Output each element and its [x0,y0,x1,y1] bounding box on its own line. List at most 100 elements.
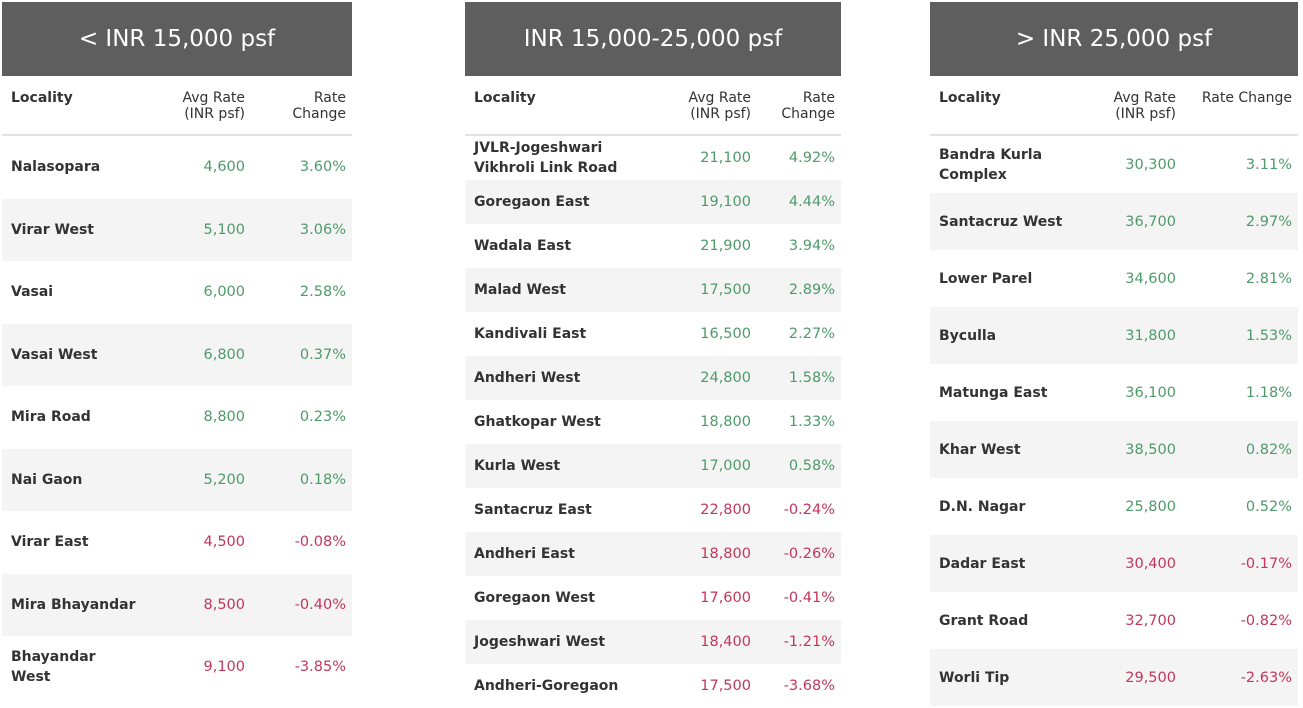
column-header-rate-change: Rate Change [292,90,346,122]
avg-rate: 18,800 [700,546,751,562]
table-row: Virar West 5,100 3.06% [2,198,352,261]
rate-change: 0.58% [788,458,835,474]
locality-name: Worli Tip [939,669,1010,686]
column-header-avg-rate: Avg Rate (INR psf) [1113,90,1176,122]
rate-change: 1.33% [788,414,835,430]
rate-change: 3.06% [299,221,346,238]
rate-change: -0.17% [1240,555,1292,572]
avg-rate: 16,500 [700,326,751,342]
locality-name: Andheri East [474,546,575,562]
avg-rate: 30,400 [1125,555,1176,572]
avg-rate: 29,500 [1125,669,1176,686]
table-row: Wadala East 21,900 3.94% [465,224,841,268]
avg-rate: 19,100 [700,194,751,210]
avg-rate: 6,800 [203,346,245,363]
locality-name: Dadar East [939,555,1026,572]
column-header-locality: Locality [939,90,1001,106]
rate-change: 2.27% [788,326,835,342]
table-row: Mira Road 8,800 0.23% [2,386,352,449]
locality-name: Byculla [939,327,997,344]
rate-change: 3.94% [788,238,835,254]
avg-rate: 21,100 [700,150,751,166]
avg-rate: 17,500 [700,678,751,694]
avg-rate: 4,500 [203,534,245,551]
column-header-rate-change: Rate Change [781,90,835,122]
price-band-panel: INR 15,000-25,000 psf Locality Avg Rate … [465,2,841,708]
table-row: Worli Tip 29,500 -2.63% [930,649,1298,706]
column-header-avg-rate: Avg Rate (INR psf) [182,90,245,122]
avg-rate: 4,600 [203,159,245,176]
table-row: Lower Parel 34,600 2.81% [930,250,1298,307]
rate-change: 4.92% [788,150,835,166]
table-row: Kurla West 17,000 0.58% [465,444,841,488]
panel-title: INR 15,000-25,000 psf [465,2,841,76]
table-row: Nai Gaon 5,200 0.18% [2,448,352,511]
avg-rate: 8,500 [203,596,245,613]
avg-rate: 17,500 [700,282,751,298]
rate-change: 3.11% [1245,156,1292,173]
rate-change: 0.52% [1245,498,1292,515]
avg-rate: 17,600 [700,590,751,606]
avg-rate: 6,000 [203,284,245,301]
avg-rate: 5,100 [203,221,245,238]
table-row: Bhayandar West 9,100 -3.85% [2,636,352,699]
column-header-avg-rate: Avg Rate (INR psf) [688,90,751,122]
avg-rate: 5,200 [203,471,245,488]
table-body: Nalasopara 4,600 3.60% Virar West 5,100 … [2,136,352,699]
rate-change: -0.24% [783,502,835,518]
table-row: Malad West 17,500 2.89% [465,268,841,312]
rate-change: 0.82% [1245,441,1292,458]
table-row: Nalasopara 4,600 3.60% [2,136,352,199]
locality-name: Nai Gaon [11,471,83,488]
table-row: Vasai West 6,800 0.37% [2,323,352,386]
locality-name: Virar West [11,221,94,238]
avg-rate: 31,800 [1125,327,1176,344]
table-row: Ghatkopar West 18,800 1.33% [465,400,841,444]
table-row: Kandivali East 16,500 2.27% [465,312,841,356]
locality-name: Bandra Kurla Complex [939,146,1043,183]
rate-change: 3.60% [299,159,346,176]
avg-rate: 25,800 [1125,498,1176,515]
column-header-locality: Locality [474,90,536,106]
avg-rate: 18,800 [700,414,751,430]
locality-name: Lower Parel [939,270,1033,287]
locality-name: Kurla West [474,458,561,474]
rate-change: 1.53% [1245,327,1292,344]
table-row: Andheri West 24,800 1.58% [465,356,841,400]
table-row: Byculla 31,800 1.53% [930,307,1298,364]
locality-name: Andheri-Goregaon [474,678,619,694]
locality-name: D.N. Nagar [939,498,1026,515]
locality-name: Khar West [939,441,1021,458]
table-body: JVLR-Jogeshwari Vikhroli Link Road 21,10… [465,136,841,708]
table-row: Khar West 38,500 0.82% [930,421,1298,478]
locality-name: Andheri West [474,370,581,386]
locality-name: Wadala East [474,238,572,254]
table-row: Grant Road 32,700 -0.82% [930,592,1298,649]
table-row: Goregaon East 19,100 4.44% [465,180,841,224]
locality-name: Malad West [474,282,566,298]
locality-name: Virar East [11,534,89,551]
locality-name: JVLR-Jogeshwari Vikhroli Link Road [474,140,618,176]
locality-name: Mira Road [11,409,91,426]
avg-rate: 17,000 [700,458,751,474]
locality-name: Kandivali East [474,326,587,342]
avg-rate: 32,700 [1125,612,1176,629]
rate-change: -0.08% [294,534,346,551]
table-header: Locality Avg Rate (INR psf) Rate Change [930,76,1298,136]
table-row: Santacruz West 36,700 2.97% [930,193,1298,250]
panel-title: > INR 25,000 psf [930,2,1298,76]
rate-change: 0.23% [299,409,346,426]
locality-name: Bhayandar West [11,649,96,686]
locality-name: Santacruz West [939,213,1063,230]
table-row: Bandra Kurla Complex 30,300 3.11% [930,136,1298,193]
table-row: Vasai 6,000 2.58% [2,261,352,324]
rate-change: -3.85% [294,659,346,676]
rate-change: -3.68% [783,678,835,694]
rate-change: 2.81% [1245,270,1292,287]
rate-change: 1.18% [1245,384,1292,401]
table-row: Mira Bhayandar 8,500 -0.40% [2,573,352,636]
table-row: Santacruz East 22,800 -0.24% [465,488,841,532]
locality-name: Santacruz East [474,502,592,518]
locality-name: Matunga East [939,384,1048,401]
avg-rate: 24,800 [700,370,751,386]
